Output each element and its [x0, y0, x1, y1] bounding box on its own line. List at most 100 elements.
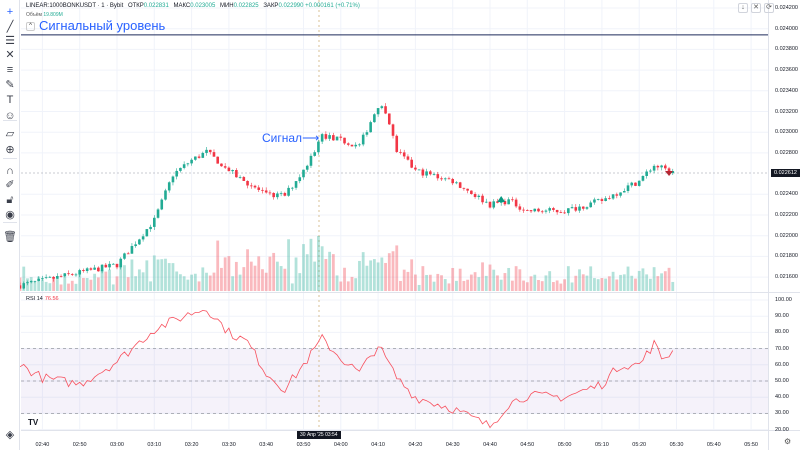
candle-body	[376, 108, 380, 115]
volume-bar	[111, 284, 115, 291]
volume-bar	[190, 274, 193, 291]
pattern-icon[interactable]: ✕	[5, 49, 15, 61]
volume-bar	[193, 273, 197, 291]
candle-body	[41, 277, 44, 279]
candle-body	[82, 270, 85, 272]
tradingview-logo[interactable]: TV	[28, 418, 42, 430]
ruler-icon[interactable]: ▱	[5, 128, 15, 140]
volume-bar	[171, 263, 175, 291]
emoji-icon[interactable]: ☺	[4, 110, 16, 122]
lock-icon[interactable]: 🔓︎	[6, 194, 14, 206]
time-axis-label: 03:30	[222, 442, 236, 448]
candle-body	[667, 168, 671, 174]
volume-bar	[350, 276, 354, 291]
reset-icon[interactable]: ⟳	[764, 3, 774, 13]
candle-body	[33, 280, 37, 282]
candle-body	[574, 207, 578, 211]
volume-bar	[522, 280, 525, 291]
volume-bar	[626, 266, 630, 291]
time-axis-label: 03:20	[184, 442, 199, 448]
volume-bar	[496, 275, 499, 291]
candle-body	[664, 165, 667, 169]
volume-bar	[208, 275, 212, 291]
volume-bar	[55, 277, 59, 291]
volume-bar	[406, 271, 410, 291]
crosshair-icon[interactable]: +	[6, 6, 14, 18]
volume-bar	[559, 283, 563, 291]
candle-body	[48, 276, 52, 278]
volume-bar	[578, 269, 581, 291]
zoom-in-icon[interactable]: ⊕	[5, 144, 15, 156]
candle-body	[484, 201, 488, 203]
candle-body	[503, 201, 507, 205]
volume-bar	[581, 274, 585, 291]
volume-bar	[231, 276, 235, 291]
candle-body	[540, 211, 544, 213]
rsi-axis-label: 80.00	[775, 329, 789, 336]
scroll-down-icon[interactable]: ↓	[738, 3, 748, 13]
fib-icon[interactable]: ☰	[5, 35, 15, 47]
volume-bar	[402, 269, 406, 291]
settings-gear-icon[interactable]: ⚙	[784, 437, 792, 446]
volume-bar	[529, 276, 533, 291]
trend-line-icon[interactable]: ╱	[6, 21, 14, 33]
time-axis-label: 04:40	[483, 442, 497, 448]
volume-bar	[63, 276, 67, 291]
eye-icon[interactable]: ◉	[5, 209, 15, 221]
volume-bar	[264, 272, 268, 291]
collapse-pane-icon[interactable]: ✕	[751, 3, 761, 13]
volume-bar	[462, 280, 466, 291]
candle-body	[447, 178, 451, 180]
lock-drawing-icon[interactable]: ✐	[5, 179, 15, 191]
trash-icon[interactable]: 🗑︎	[3, 231, 17, 243]
candle-body	[421, 169, 425, 176]
volume-bar	[395, 245, 399, 291]
volume-bar	[425, 274, 428, 291]
buy-marker-icon	[497, 196, 506, 202]
magnet-icon[interactable]: ∩	[6, 165, 14, 177]
volume-bar	[514, 266, 518, 291]
candle-body	[179, 167, 182, 171]
collapse-icon[interactable]: ^	[26, 21, 35, 31]
candle-body	[160, 199, 164, 210]
candle-body	[283, 193, 287, 196]
volume-bar	[358, 260, 361, 291]
symbol-title[interactable]: LINEAR:1000BONKUSDT · 1 · Bybit	[26, 3, 124, 9]
candle-body	[429, 171, 432, 175]
volume-bar	[220, 267, 223, 291]
text-icon[interactable]: T	[6, 94, 14, 106]
candle-body	[343, 137, 346, 144]
forecast-icon[interactable]: ≡	[6, 64, 14, 76]
time-axis-label: 04:10	[371, 442, 385, 448]
volume-bar	[417, 284, 421, 291]
volume-bar	[290, 283, 294, 291]
signal-annotation[interactable]: Сигнал⟶	[262, 131, 320, 145]
volume-bar	[466, 279, 470, 291]
candle-body	[384, 106, 387, 114]
candle-body	[514, 199, 518, 207]
candle-body	[126, 253, 130, 255]
volume-bar	[134, 276, 138, 291]
rsi-legend[interactable]: RSI 14 76.56	[26, 296, 59, 302]
volume-bar	[563, 279, 566, 291]
volume-bar	[141, 272, 145, 291]
time-axis-label: 03:50	[296, 442, 311, 448]
brush-icon[interactable]: ✎	[5, 79, 15, 91]
candle-body	[552, 208, 555, 210]
candle-body	[466, 188, 469, 191]
volume-bar	[346, 281, 350, 291]
high-label: МАКС	[173, 3, 191, 9]
volume-bar	[126, 277, 130, 291]
volume-bar	[26, 278, 29, 291]
volume-bar	[481, 262, 484, 291]
time-axis-label: 04:30	[445, 442, 460, 448]
candle-body	[350, 144, 354, 147]
price-axis-label: 0.023600	[775, 67, 798, 74]
time-axis-label: 05:20	[632, 442, 647, 448]
price-axis-label: 0.024200	[775, 5, 798, 11]
object-tree-icon[interactable]: ◈	[5, 429, 15, 441]
volume-bar	[652, 267, 656, 291]
volume-bar	[33, 282, 37, 291]
candle-body	[197, 156, 201, 158]
